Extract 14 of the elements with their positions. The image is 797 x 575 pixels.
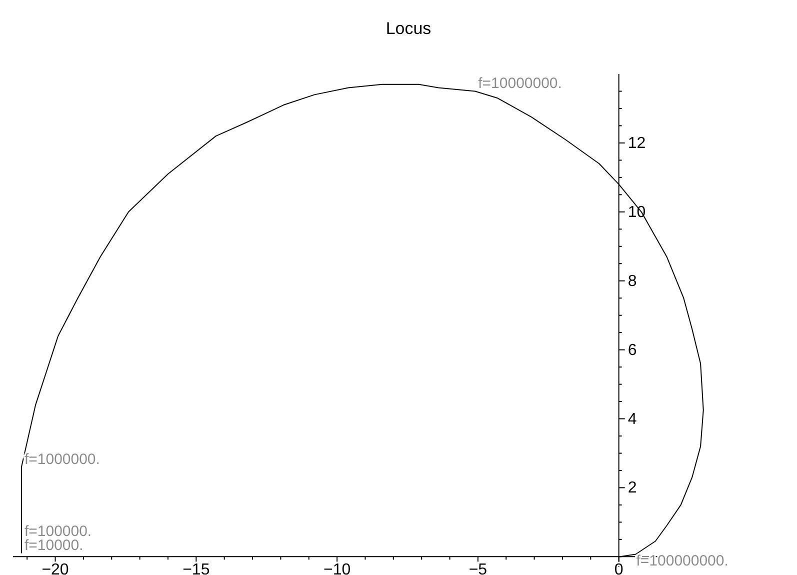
y-tick-label: 2 [628,480,637,497]
x-tick-label: −15 [182,562,210,575]
y-tick-label: 4 [628,410,637,428]
annotation: f=1000000. [24,451,100,468]
chart-title: Locus [386,19,432,38]
annotation: f=100000000. [636,552,728,570]
y-tick-label: 12 [628,134,646,152]
annotation: f=10000000. [478,75,562,92]
y-tick-label: 8 [628,272,637,290]
y-tick-label: 6 [628,342,637,359]
x-tick-label: −20 [42,562,69,575]
x-tick-label: −10 [323,562,351,575]
x-tick-label: −5 [468,562,488,575]
x-tick-label: 0 [614,562,624,575]
